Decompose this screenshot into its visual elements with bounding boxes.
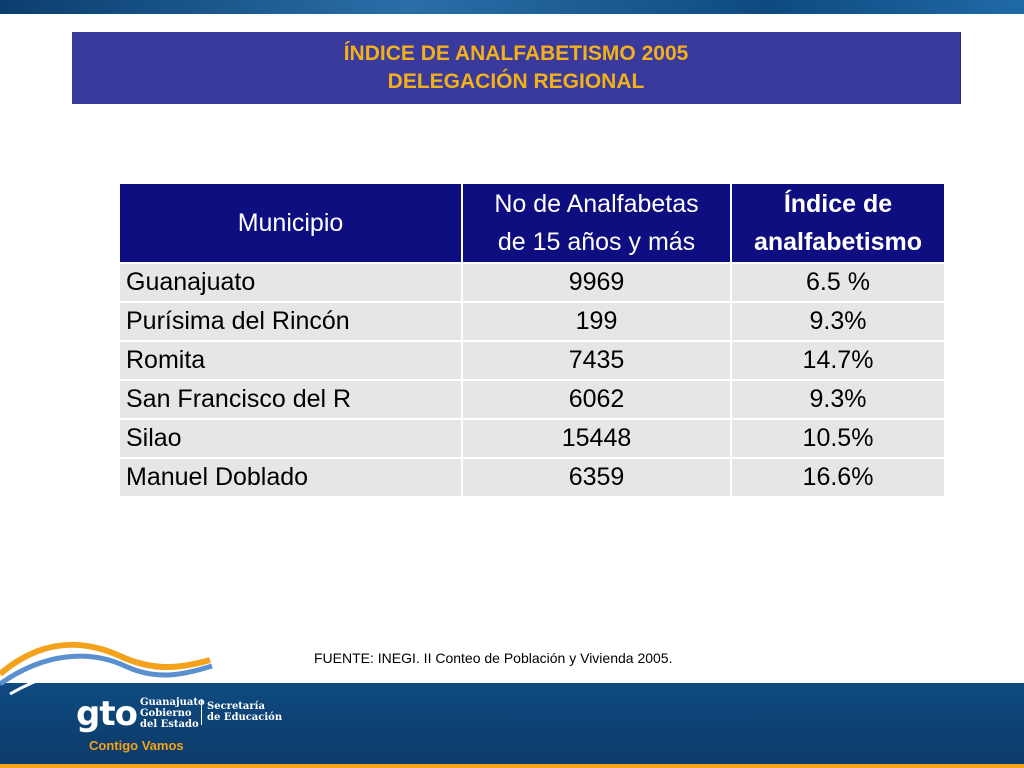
header-analfabetas: No de Analfabetas de 15 años y más <box>462 184 732 263</box>
secretaria-label: Secretaría de Educación <box>207 701 282 723</box>
gobierno-line-1: Guanajuato <box>140 697 205 708</box>
cell-indice: 6.5 % <box>731 262 944 302</box>
cell-municipio: Manuel Doblado <box>120 457 463 496</box>
ribbon-swoosh-icon <box>0 641 213 696</box>
title-line-2: DELEGACIÓN REGIONAL <box>387 70 645 93</box>
cell-indice: 9.3% <box>731 301 944 341</box>
cell-analfabetas: 6359 <box>462 457 732 496</box>
table-row: Romita 7435 14.7% <box>120 340 944 380</box>
table-row: Guanajuato 9969 6.5 % <box>120 262 944 302</box>
gobierno-label: Guanajuato Gobierno del Estado <box>140 697 205 730</box>
cell-indice: 14.7% <box>731 340 944 380</box>
secretaria-line-2: de Educación <box>207 712 283 723</box>
gobierno-line-2: Gobierno <box>140 708 192 719</box>
source-note: FUENTE: INEGI. II Conteo de Población y … <box>314 650 673 666</box>
cell-indice: 16.6% <box>731 457 944 496</box>
cell-indice: 10.5% <box>731 418 944 458</box>
title-line-1: ÍNDICE DE ANALFABETISMO 2005 <box>343 42 689 65</box>
gobierno-line-3: del Estado <box>140 719 199 730</box>
cell-indice: 9.3% <box>731 379 944 419</box>
header-municipio: Municipio <box>120 184 463 263</box>
cell-analfabetas: 15448 <box>462 418 732 458</box>
cell-analfabetas: 6062 <box>462 379 732 419</box>
cell-municipio: Guanajuato <box>120 262 463 302</box>
gto-logo: gto <box>76 694 138 734</box>
cell-municipio: Romita <box>120 340 463 380</box>
slogan: Contigo Vamos <box>89 738 184 753</box>
cell-analfabetas: 9969 <box>462 262 732 302</box>
table-row: San Francisco del R 6062 9.3% <box>120 379 944 419</box>
header-indice-line2: analfabetismo <box>753 228 923 256</box>
top-decorative-bar <box>0 0 1024 14</box>
header-analfabetas-line1: No de Analfabetas <box>494 190 699 218</box>
header-indice: Índice de analfabetismo <box>731 184 944 263</box>
footer-orange-stripe <box>0 764 1024 768</box>
cell-analfabetas: 199 <box>462 301 732 341</box>
slide-title: ÍNDICE DE ANALFABETISMO 2005 DELEGACIÓN … <box>72 32 961 104</box>
cell-analfabetas: 7435 <box>462 340 732 380</box>
footer-divider <box>201 699 202 725</box>
table-row: Silao 15448 10.5% <box>120 418 944 458</box>
secretaria-line-1: Secretaría <box>207 701 265 712</box>
footer-bar <box>0 683 1024 768</box>
illiteracy-table: Municipio No de Analfabetas de 15 años y… <box>120 184 944 496</box>
cell-municipio: San Francisco del R <box>120 379 463 419</box>
table-header-row: Municipio No de Analfabetas de 15 años y… <box>120 184 944 263</box>
cell-municipio: Silao <box>120 418 463 458</box>
table-row: Purísima del Rincón 199 9.3% <box>120 301 944 341</box>
table-row: Manuel Doblado 6359 16.6% <box>120 457 944 496</box>
cell-municipio: Purísima del Rincón <box>120 301 463 341</box>
header-indice-line1: Índice de <box>783 190 893 218</box>
header-analfabetas-line2: de 15 años y más <box>497 228 696 256</box>
